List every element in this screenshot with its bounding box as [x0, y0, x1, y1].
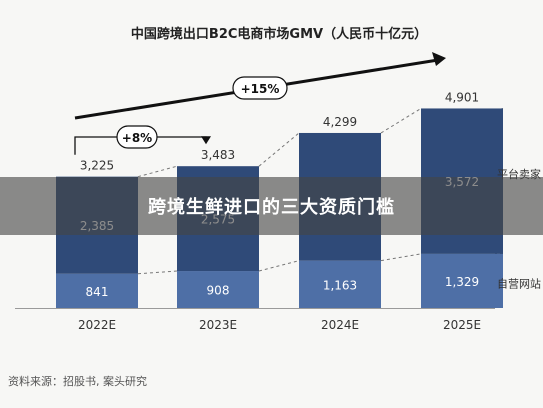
data-label-total: 4,901	[445, 90, 479, 104]
growth-bracket-arrowhead	[201, 136, 211, 145]
bar-selfrun	[299, 260, 381, 308]
x-tick-label: 2023E	[199, 318, 237, 332]
growth-badge-8	[116, 125, 158, 149]
trend-connector-total	[258, 132, 300, 167]
trend-connector-selfrun	[258, 260, 300, 272]
banner-text: 跨境生鲜进口的三大资质门槛	[148, 197, 395, 218]
bar-selfrun	[56, 273, 138, 308]
bar-selfrun	[177, 271, 259, 308]
title-banner: 跨境生鲜进口的三大资质门槛	[0, 177, 543, 235]
data-label-selfrun: 1,329	[445, 275, 479, 289]
trend-connector-total	[137, 165, 178, 178]
data-label-selfrun: 1,163	[323, 278, 357, 292]
x-tick-label: 2025E	[443, 318, 481, 332]
x-tick-label: 2022E	[78, 318, 116, 332]
data-label-total: 4,299	[323, 115, 357, 129]
series-label-selfrun: 自营网站	[497, 277, 541, 291]
growth-label-8: +8%	[122, 131, 152, 145]
growth-badge-15	[232, 76, 288, 100]
source-note: 资料来源：招股书, 案头研究	[8, 374, 147, 388]
data-label-total: 3,483	[201, 148, 235, 162]
data-label-selfrun: 841	[86, 285, 109, 299]
data-label-selfrun: 908	[207, 284, 230, 298]
growth-label-15: +15%	[241, 82, 280, 96]
trend-connector-selfrun	[380, 253, 422, 262]
trend-connector-selfrun	[137, 270, 178, 275]
bar-selfrun	[421, 253, 503, 308]
trend-connector-total	[380, 108, 422, 134]
chart-title: 中国跨境出口B2C电商市场GMV（人民币十亿元）	[131, 26, 427, 42]
x-tick-label: 2024E	[321, 318, 359, 332]
data-label-total: 3,225	[80, 159, 114, 173]
growth-arrow-head	[432, 52, 446, 66]
